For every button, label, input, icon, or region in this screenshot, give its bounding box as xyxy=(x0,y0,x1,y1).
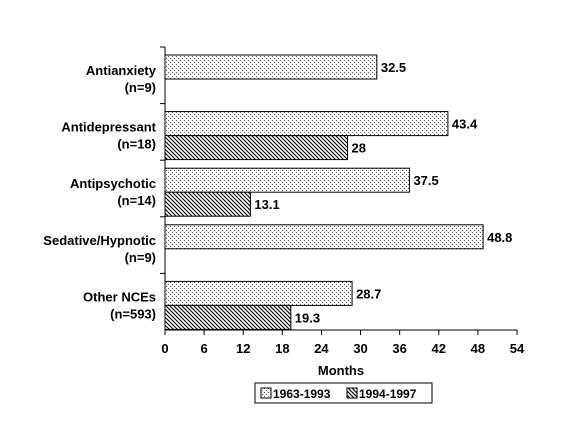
bar-hatch xyxy=(164,135,349,161)
category-count-label: (n=18) xyxy=(117,137,156,152)
category-count-label: (n=14) xyxy=(117,193,156,208)
bar-hatch xyxy=(164,304,292,330)
legend-label: 1994-1997 xyxy=(359,387,417,401)
x-tick-label: 42 xyxy=(432,341,446,356)
x-tick-label: 24 xyxy=(314,341,329,356)
x-tick-label: 12 xyxy=(236,341,250,356)
bar-dots xyxy=(164,280,353,306)
bar-hatch xyxy=(164,191,251,217)
bar-value-label: 28 xyxy=(352,141,366,156)
category-label: Antidepressant xyxy=(61,120,156,135)
category-label: Antianxiety xyxy=(86,63,157,78)
category-count-label: (n=593) xyxy=(110,306,156,321)
bar-dots xyxy=(164,224,484,250)
bar-value-label: 19.3 xyxy=(295,310,320,325)
bar-value-label: 28.7 xyxy=(356,286,381,301)
legend-swatch-hatch xyxy=(346,387,358,399)
legend-box xyxy=(254,382,433,404)
x-tick-label: 18 xyxy=(275,341,289,356)
category-count-label: (n=9) xyxy=(125,80,156,95)
bar-dots xyxy=(164,167,410,193)
legend-swatch-dots xyxy=(260,387,272,399)
x-tick-label: 6 xyxy=(200,341,207,356)
bar-value-label: 32.5 xyxy=(381,60,406,75)
x-tick-label: 30 xyxy=(353,341,367,356)
category-count-label: (n=9) xyxy=(125,250,156,265)
x-tick-label: 36 xyxy=(392,341,406,356)
category-label: Sedative/Hypnotic xyxy=(43,233,156,248)
bar-dots xyxy=(164,111,449,137)
x-tick-label: 48 xyxy=(471,341,485,356)
category-label: Other NCEs xyxy=(83,289,156,304)
bar-value-label: 37.5 xyxy=(413,173,438,188)
legend-label: 1963-1993 xyxy=(273,387,331,401)
category-label: Antipsychotic xyxy=(70,176,156,191)
bar-value-label: 48.8 xyxy=(487,230,512,245)
bar-value-label: 13.1 xyxy=(254,197,279,212)
x-tick-label: 54 xyxy=(510,341,525,356)
bar-dots xyxy=(164,54,378,80)
x-tick-label: 0 xyxy=(161,341,168,356)
bar-value-label: 43.4 xyxy=(452,117,478,132)
x-axis-title: Months xyxy=(318,363,364,378)
